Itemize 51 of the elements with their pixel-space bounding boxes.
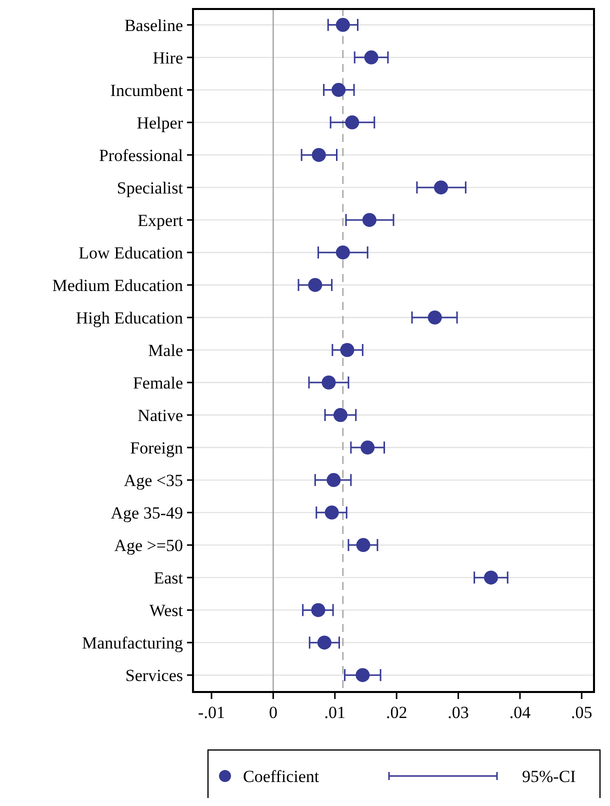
- x-tick-label: .05: [571, 703, 592, 722]
- y-tick-label: Age 35-49: [110, 504, 183, 522]
- y-tick-label: Native: [138, 406, 183, 425]
- y-tick-label: Low Education: [78, 243, 184, 262]
- x-tick-label: 0: [268, 703, 278, 722]
- point: [360, 440, 375, 455]
- point: [340, 343, 354, 357]
- x-tick-label: -.01: [198, 703, 225, 722]
- point: [484, 570, 498, 585]
- point: [333, 408, 348, 422]
- x-tick-label: .02: [386, 703, 408, 722]
- point: [317, 636, 332, 650]
- y-tick-label: High Education: [76, 308, 184, 328]
- text: 95%-CI: [522, 766, 576, 786]
- y-tick-label: Age >=50: [114, 536, 183, 556]
- y-tick-label: Female: [132, 373, 183, 392]
- y-tick-label: Age <35: [124, 470, 183, 490]
- y-tick-label: Expert: [138, 210, 184, 230]
- point: [312, 148, 326, 162]
- point: [322, 376, 336, 390]
- y-tick-label: East: [154, 568, 184, 588]
- y-tick-label: Medium Education: [52, 276, 184, 295]
- y-tick-label: Manufacturing: [82, 634, 184, 653]
- y-tick-label: Services: [125, 666, 183, 686]
- point: [364, 50, 378, 64]
- y-tick-label: Baseline: [124, 16, 183, 35]
- point: [345, 115, 360, 130]
- point: [308, 278, 322, 292]
- point: [336, 18, 350, 32]
- y-tick-label: Specialist: [116, 178, 184, 198]
- y-tick-label: Foreign: [130, 438, 184, 458]
- x-tick-label: .04: [509, 703, 532, 722]
- y-tick-label: Male: [148, 340, 183, 360]
- point: [434, 180, 448, 194]
- point: [311, 603, 326, 618]
- y-tick-label: Hire: [152, 48, 183, 68]
- point: [336, 245, 350, 260]
- point: [356, 538, 370, 552]
- point: [356, 668, 370, 682]
- point: [324, 506, 339, 520]
- point: [332, 82, 346, 97]
- y-tick-label: Helper: [136, 113, 184, 132]
- point: [362, 212, 376, 227]
- legend-label: Coefficient: [243, 766, 320, 786]
- x-tick-label: .03: [448, 703, 469, 722]
- y-tick-label: Professional: [98, 146, 184, 165]
- point: [326, 473, 341, 488]
- point: [428, 310, 442, 324]
- y-tick-label: West: [149, 601, 184, 620]
- x-tick-label: .01: [324, 703, 346, 722]
- y-tick-label: Incumbent: [110, 80, 184, 100]
